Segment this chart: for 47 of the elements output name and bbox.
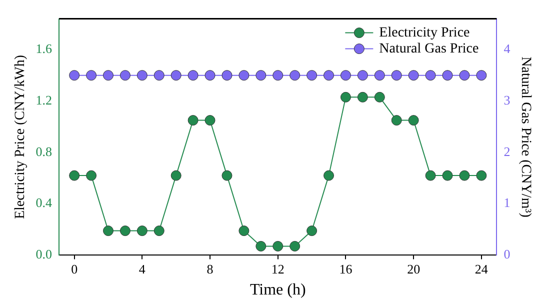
point bbox=[222, 170, 232, 181]
x-tick-label: 12 bbox=[271, 261, 284, 276]
point bbox=[306, 226, 318, 236]
y2-tick-label: 4 bbox=[504, 41, 511, 56]
x-axis-title: Time (h) bbox=[250, 282, 306, 299]
point bbox=[324, 170, 334, 181]
y2-tick-label: 3 bbox=[504, 92, 510, 108]
point bbox=[120, 226, 130, 236]
point bbox=[69, 170, 80, 181]
y2-tick-label: 2 bbox=[504, 144, 510, 159]
point bbox=[188, 115, 198, 126]
point bbox=[86, 170, 97, 181]
y-tick-label: 1.6 bbox=[36, 41, 53, 56]
point bbox=[136, 226, 148, 236]
point bbox=[154, 226, 164, 236]
point bbox=[374, 92, 385, 102]
point bbox=[238, 226, 250, 236]
point bbox=[357, 92, 368, 102]
y-tick-label: 1.2 bbox=[36, 92, 52, 108]
point bbox=[204, 115, 216, 126]
point bbox=[102, 226, 114, 236]
x-tick-label: 0 bbox=[71, 261, 78, 276]
legend-label: Natural Gas Price bbox=[379, 41, 479, 56]
point bbox=[256, 240, 266, 252]
y2-tick-label: 1 bbox=[504, 195, 510, 210]
point bbox=[425, 170, 436, 181]
y2-tick-label: 0 bbox=[504, 246, 510, 262]
point bbox=[290, 240, 300, 252]
legend-label: Electricity Price bbox=[379, 25, 470, 40]
x-tick-label: 20 bbox=[407, 261, 420, 276]
y-tick-label: 0.8 bbox=[36, 144, 52, 159]
point bbox=[272, 240, 284, 252]
point bbox=[476, 170, 487, 181]
y-tick-label: 0.4 bbox=[36, 195, 53, 210]
y2-axis-title: Natural Gas Price (CNY/m³) bbox=[518, 56, 533, 218]
point bbox=[442, 170, 453, 181]
y-axis-title: Electricity Price (CNY/kWh) bbox=[13, 54, 28, 220]
x-tick-label: 24 bbox=[474, 261, 488, 276]
x-tick-label: 8 bbox=[206, 261, 214, 276]
point bbox=[459, 170, 470, 181]
point bbox=[408, 115, 419, 126]
y-tick-label: 0.0 bbox=[36, 246, 52, 262]
point bbox=[170, 170, 182, 181]
point bbox=[340, 92, 351, 102]
x-tick-label: 16 bbox=[339, 261, 353, 276]
x-tick-label: 4 bbox=[138, 261, 146, 276]
point bbox=[391, 115, 402, 126]
